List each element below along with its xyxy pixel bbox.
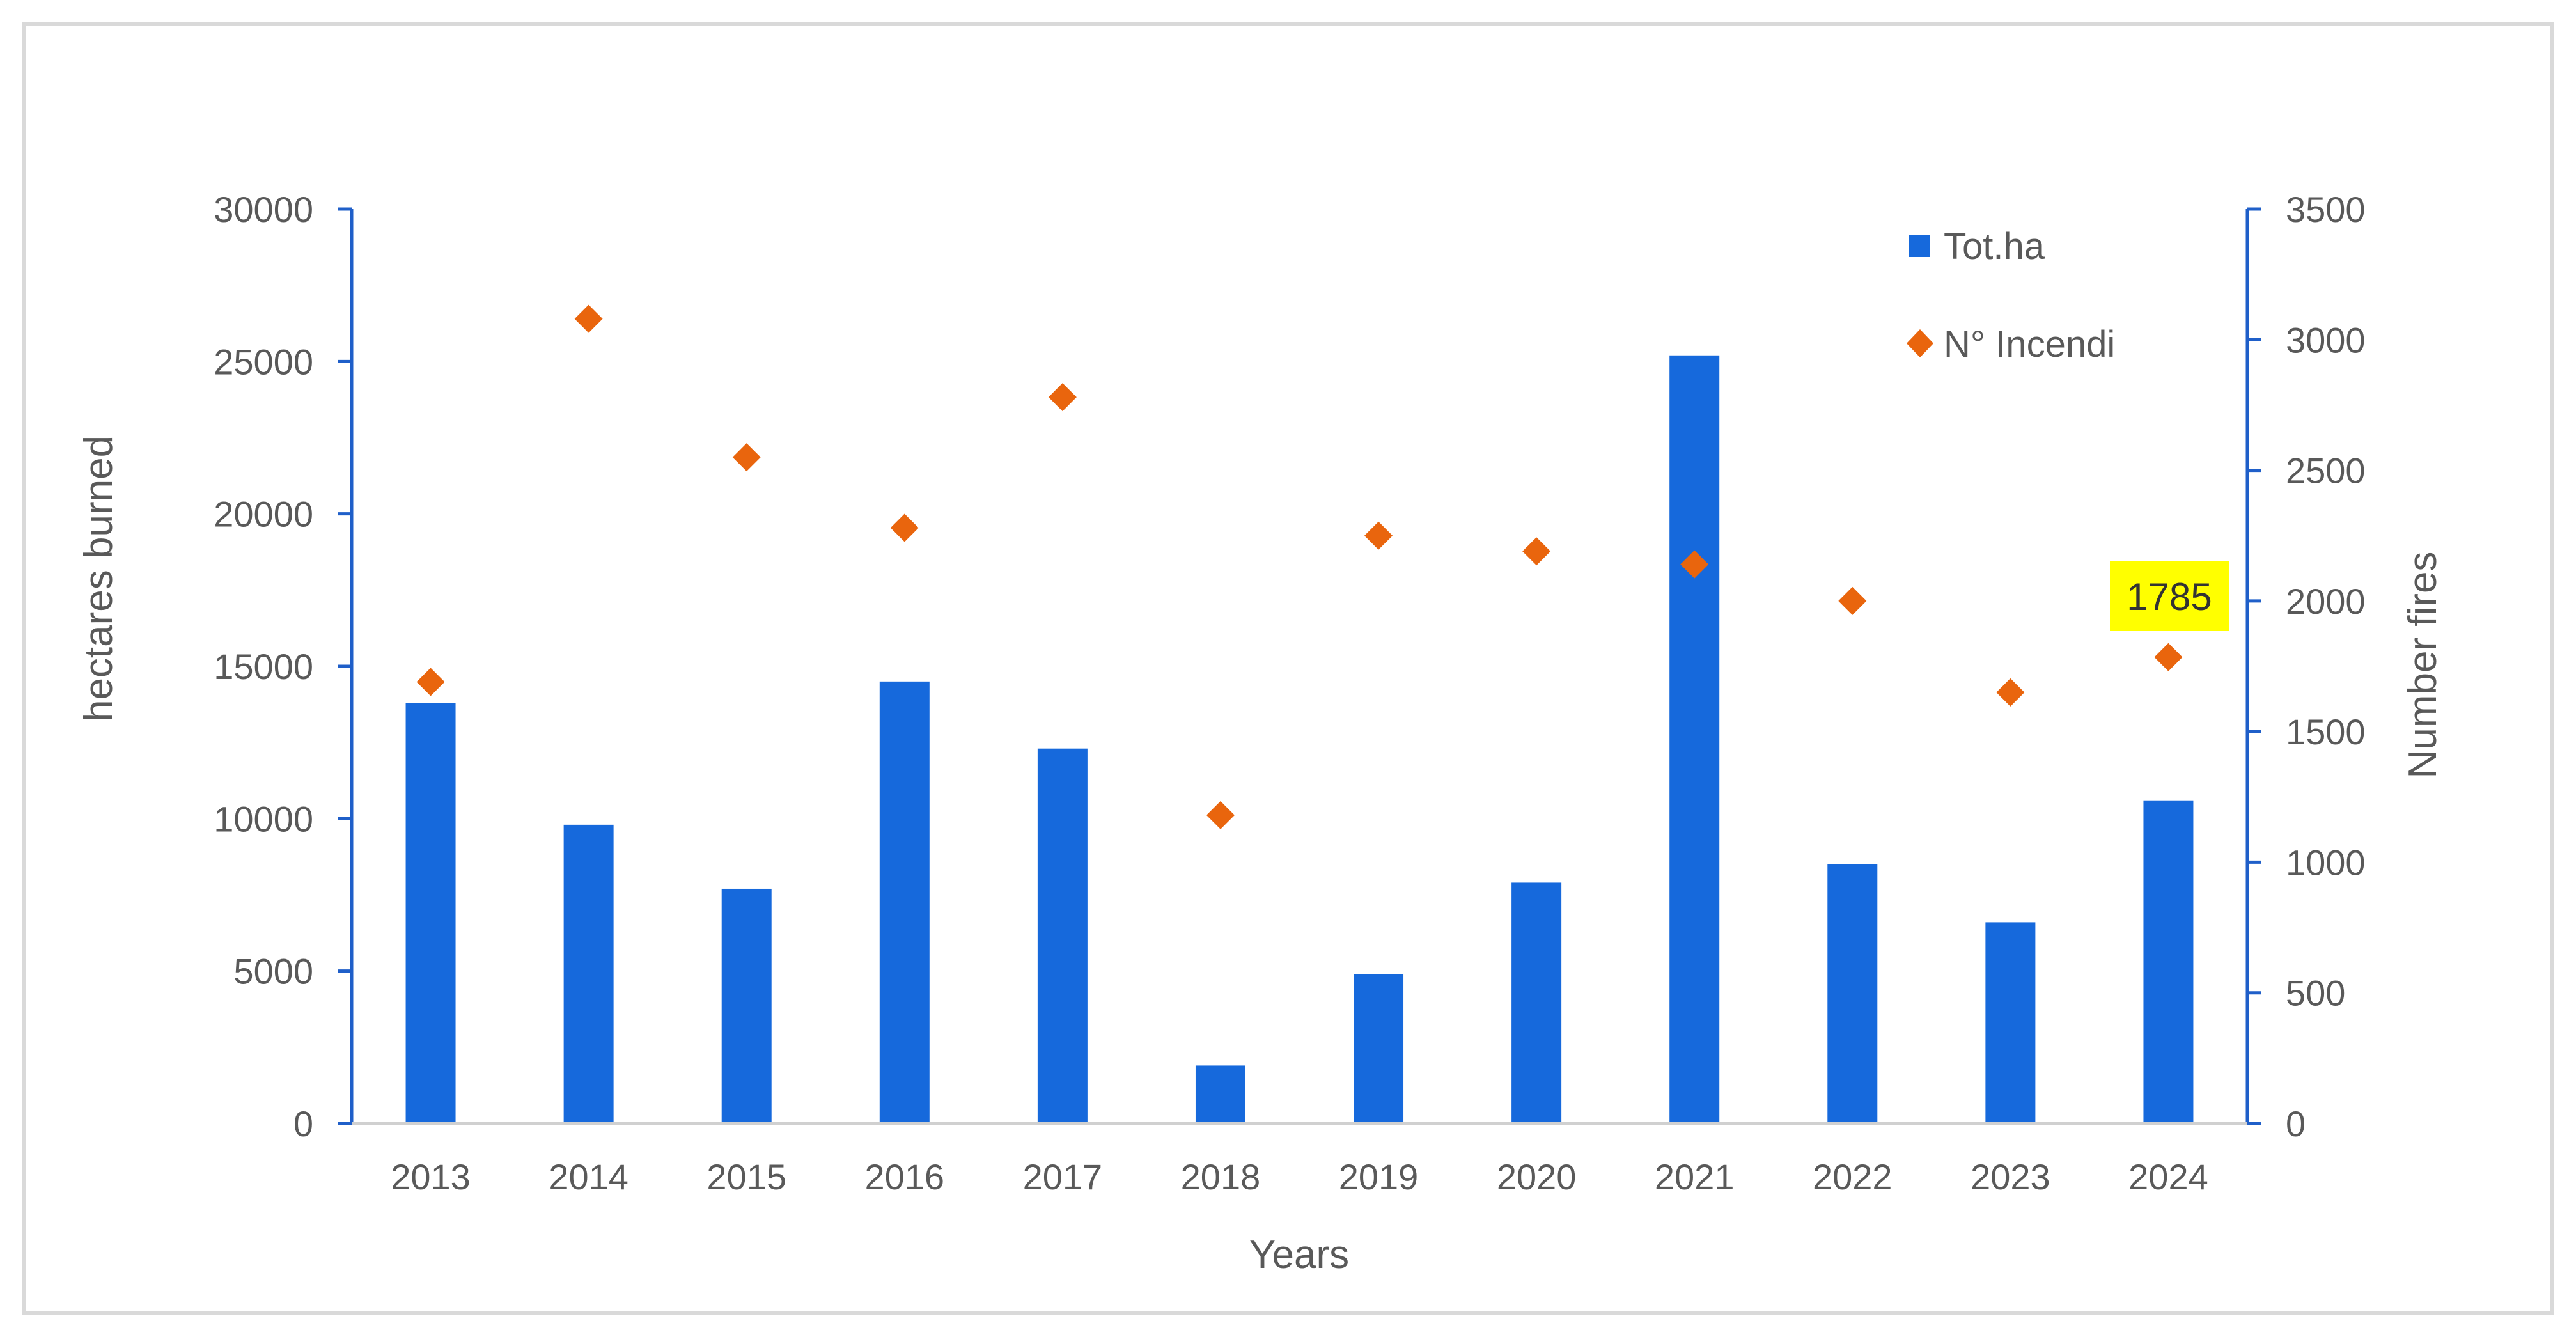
bar bbox=[405, 703, 456, 1123]
scatter-point bbox=[1522, 537, 1551, 566]
bar bbox=[1037, 748, 1088, 1123]
scatter-point bbox=[574, 304, 603, 333]
y2-tick-label: 3500 bbox=[2286, 189, 2366, 230]
scatter-point bbox=[890, 513, 919, 542]
x-tick-label: 2020 bbox=[1497, 1157, 1577, 1197]
bar bbox=[1354, 974, 1404, 1123]
bar bbox=[1985, 922, 2036, 1123]
y-tick-label: 5000 bbox=[233, 951, 313, 992]
y-tick-label: 30000 bbox=[214, 189, 313, 230]
scatter-point bbox=[1048, 383, 1077, 412]
labels-layer: 0 5000 10000 15000 20000 25000 30000 0 500 1000 15… bbox=[214, 189, 2365, 1197]
y2-axis-title: Number fires bbox=[2401, 552, 2445, 779]
x-tick-label: 2023 bbox=[1971, 1157, 2050, 1197]
annotation-highlight bbox=[2110, 561, 2229, 631]
y2-tick-label: 500 bbox=[2286, 973, 2345, 1013]
bar bbox=[1195, 1065, 1245, 1123]
x-tick-label: 2016 bbox=[865, 1157, 945, 1197]
scatter-point bbox=[1996, 678, 2025, 707]
y2-tick-label: 1500 bbox=[2286, 712, 2366, 752]
scatter-point bbox=[1680, 550, 1709, 579]
markers-layer bbox=[416, 304, 2183, 829]
annotation-callout: 1785 bbox=[2110, 561, 2229, 631]
scatter-point bbox=[416, 668, 445, 696]
bar bbox=[721, 888, 772, 1123]
y2-tick-label: 0 bbox=[2286, 1104, 2306, 1144]
axes-layer bbox=[338, 207, 2261, 1125]
legend-label-bars: Tot.ha bbox=[1944, 226, 2045, 267]
x-tick-label: 2022 bbox=[1813, 1157, 1893, 1197]
y-tick-label: 10000 bbox=[214, 799, 313, 839]
y-tick-label: 20000 bbox=[214, 494, 313, 535]
bars-layer bbox=[405, 355, 2194, 1123]
x-tick-label: 2014 bbox=[549, 1157, 628, 1197]
x-tick-label: 2019 bbox=[1339, 1157, 1419, 1197]
x-tick-label: 2018 bbox=[1181, 1157, 1261, 1197]
x-tick-label: 2017 bbox=[1023, 1157, 1103, 1197]
scatter-point bbox=[1206, 801, 1235, 829]
bar bbox=[563, 824, 614, 1123]
x-tick-label: 2024 bbox=[2128, 1157, 2208, 1197]
x-tick-label: 2021 bbox=[1655, 1157, 1735, 1197]
y-tick-label: 0 bbox=[293, 1104, 313, 1144]
legend: Tot.ha N° Incendi bbox=[1907, 226, 2115, 365]
legend-swatch-markers bbox=[1907, 329, 1933, 357]
bar bbox=[879, 681, 930, 1123]
bar bbox=[1669, 355, 1720, 1123]
y2-tick-label: 3000 bbox=[2286, 320, 2366, 360]
scatter-point bbox=[1838, 586, 1867, 615]
y2-tick-label: 2500 bbox=[2286, 451, 2366, 491]
bar bbox=[2143, 800, 2194, 1123]
x-axis-title: Years bbox=[1249, 1233, 1349, 1277]
y2-tick-label: 2000 bbox=[2286, 581, 2366, 622]
x-tick-label: 2015 bbox=[706, 1157, 786, 1197]
scatter-point bbox=[732, 443, 761, 472]
scatter-point bbox=[2154, 643, 2183, 671]
bar bbox=[1511, 882, 1562, 1123]
y-tick-label: 25000 bbox=[214, 341, 313, 382]
x-tick-label: 2013 bbox=[391, 1157, 471, 1197]
annotation-text: 1785 bbox=[2127, 575, 2212, 618]
legend-swatch-bars bbox=[1909, 235, 1930, 257]
y-tick-label: 15000 bbox=[214, 646, 313, 687]
legend-label-markers: N° Incendi bbox=[1944, 324, 2115, 365]
y-axis-title: hectares burned bbox=[77, 435, 121, 722]
bar bbox=[1827, 864, 1878, 1123]
y2-tick-label: 1000 bbox=[2286, 842, 2366, 882]
scatter-point bbox=[1364, 521, 1393, 550]
